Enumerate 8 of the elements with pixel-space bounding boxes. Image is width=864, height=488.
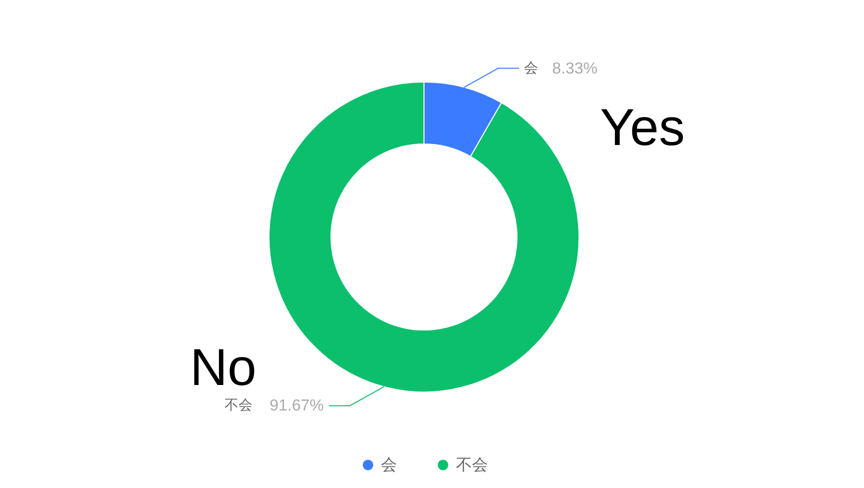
slice-label: 会 xyxy=(524,59,538,76)
slice-label: 不会 xyxy=(224,396,252,413)
data-label: 8.33% xyxy=(552,60,598,78)
legend-label: 不会 xyxy=(456,457,488,474)
data-label: 91.67% xyxy=(270,398,324,415)
text: Yes xyxy=(600,99,685,157)
legend-label: 会 xyxy=(381,457,397,474)
text: No xyxy=(190,339,256,397)
